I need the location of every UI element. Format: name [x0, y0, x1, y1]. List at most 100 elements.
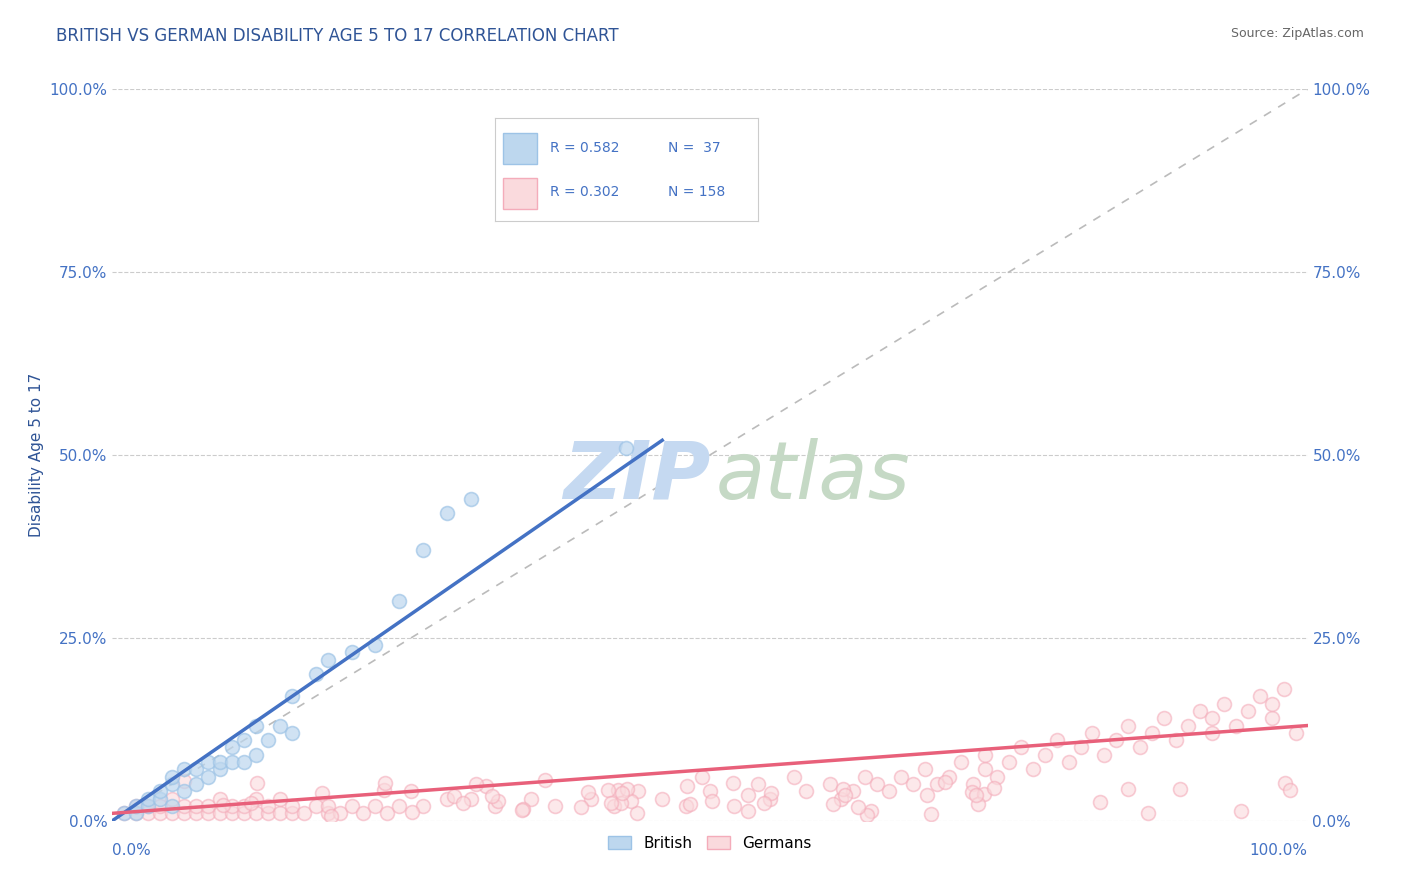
Point	[1285, 726, 1308, 740]
Point	[967, 797, 990, 812]
Point	[221, 740, 243, 755]
Point	[890, 770, 912, 784]
Point	[465, 777, 488, 791]
Text: ZIP: ZIP	[562, 438, 710, 516]
Point	[927, 777, 949, 791]
Point	[1081, 726, 1104, 740]
Point	[453, 796, 475, 810]
Point	[460, 791, 482, 805]
Point	[138, 799, 160, 814]
Point	[794, 784, 817, 798]
Point	[759, 791, 782, 805]
Point	[125, 799, 148, 814]
Point	[211, 797, 233, 812]
Point	[245, 747, 267, 762]
Point	[246, 775, 269, 789]
Point	[257, 806, 280, 821]
Point	[598, 783, 620, 797]
Point	[938, 770, 960, 784]
Point	[1201, 726, 1223, 740]
Point	[723, 776, 745, 790]
Text: BRITISH VS GERMAN DISABILITY AGE 5 TO 17 CORRELATION CHART: BRITISH VS GERMAN DISABILITY AGE 5 TO 17…	[56, 27, 619, 45]
Point	[388, 594, 411, 608]
Point	[603, 799, 626, 814]
Point	[245, 718, 267, 732]
Point	[1022, 763, 1045, 777]
Point	[576, 785, 599, 799]
Point	[1129, 740, 1152, 755]
Point	[484, 799, 506, 814]
Point	[162, 777, 183, 791]
Point	[675, 799, 697, 814]
Point	[1249, 690, 1271, 704]
Point	[173, 784, 195, 798]
Point	[723, 799, 745, 814]
Point	[209, 791, 232, 805]
Point	[1105, 733, 1128, 747]
Point	[269, 806, 291, 821]
Point	[162, 799, 183, 814]
Point	[855, 808, 877, 822]
Point	[962, 777, 984, 791]
Point	[915, 788, 938, 802]
Point	[209, 763, 232, 777]
Point	[221, 755, 243, 769]
Point	[209, 755, 232, 769]
Point	[186, 763, 208, 777]
Point	[599, 797, 621, 811]
Point	[676, 779, 699, 793]
Point	[1189, 704, 1212, 718]
Point	[761, 786, 783, 800]
Point	[962, 785, 984, 799]
Point	[699, 784, 721, 798]
Point	[233, 733, 256, 747]
Point	[855, 770, 877, 784]
Point	[412, 799, 434, 814]
Y-axis label: Disability Age 5 to 17: Disability Age 5 to 17	[30, 373, 44, 537]
Point	[1272, 681, 1295, 696]
Point	[1088, 795, 1111, 809]
Point	[239, 796, 262, 810]
Point	[974, 763, 997, 777]
Point	[319, 809, 342, 823]
Point	[281, 726, 304, 740]
Point	[1118, 718, 1140, 732]
Point	[866, 777, 889, 791]
Point	[859, 804, 882, 818]
Point	[443, 789, 465, 804]
Point	[1213, 697, 1236, 711]
Text: Source: ZipAtlas.com: Source: ZipAtlas.com	[1230, 27, 1364, 40]
Point	[114, 806, 135, 821]
Point	[998, 755, 1021, 769]
Point	[340, 645, 363, 659]
Point	[138, 806, 160, 821]
Point	[1237, 704, 1260, 718]
Text: 100.0%: 100.0%	[1250, 843, 1308, 857]
Point	[401, 805, 423, 819]
Point	[1033, 747, 1056, 762]
Point	[1116, 782, 1139, 797]
Point	[1010, 740, 1032, 755]
Point	[186, 777, 208, 791]
Point	[1094, 747, 1116, 762]
Point	[221, 799, 243, 814]
Point	[1261, 711, 1284, 725]
Point	[436, 791, 458, 805]
Point	[340, 799, 363, 814]
Point	[138, 791, 160, 805]
Point	[626, 806, 648, 821]
Point	[986, 770, 1008, 784]
Point	[569, 800, 592, 814]
Point	[257, 799, 280, 814]
Point	[1153, 711, 1175, 725]
Point	[610, 796, 633, 810]
Point	[903, 777, 925, 791]
Point	[292, 806, 315, 821]
Point	[752, 796, 775, 810]
Point	[269, 791, 291, 805]
Point	[1142, 726, 1164, 740]
Point	[818, 777, 841, 791]
Point	[934, 774, 956, 789]
Point	[197, 770, 219, 784]
Point	[197, 806, 219, 821]
